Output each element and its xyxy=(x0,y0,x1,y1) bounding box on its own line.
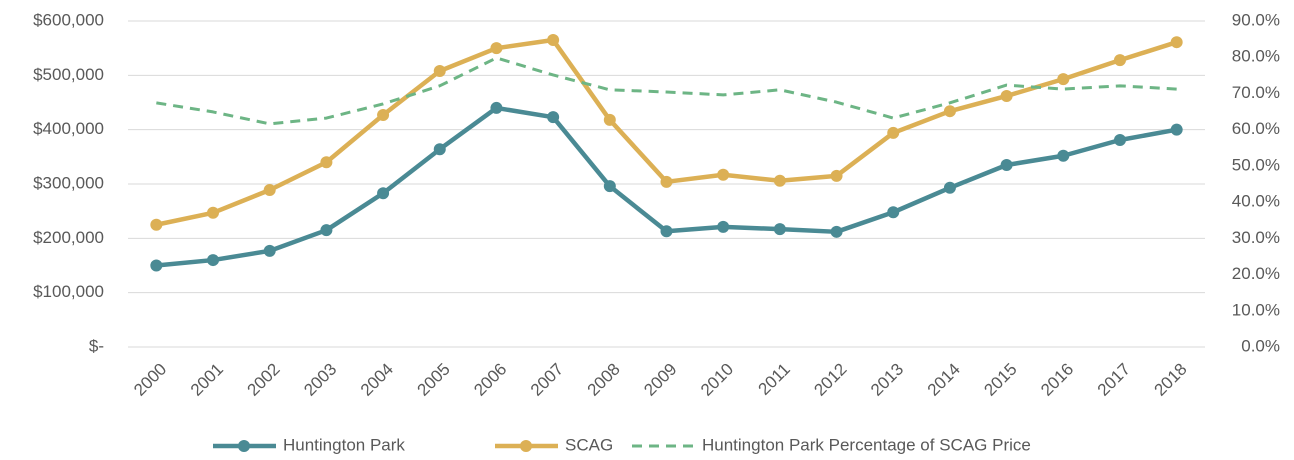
x-tick-label: 2008 xyxy=(584,360,624,400)
legend-marker xyxy=(238,440,250,452)
x-tick-label: 2001 xyxy=(187,360,227,400)
y2-tick-label: 10.0% xyxy=(1232,300,1280,319)
y2-tick-label: 70.0% xyxy=(1232,83,1280,102)
data-point xyxy=(490,101,503,114)
x-tick-label: 2010 xyxy=(697,360,737,400)
data-point xyxy=(773,174,786,187)
x-tick-label: 2004 xyxy=(357,360,397,400)
data-point xyxy=(263,244,276,257)
y2-tick-label: 90.0% xyxy=(1232,10,1280,29)
y2-tick-label: 20.0% xyxy=(1232,264,1280,283)
y2-tick-label: 0.0% xyxy=(1241,336,1280,355)
x-tick-label: 2002 xyxy=(244,360,284,400)
x-tick-label: 2009 xyxy=(640,360,680,400)
x-tick-label: 2015 xyxy=(980,360,1020,400)
y2-tick-label: 60.0% xyxy=(1232,119,1280,138)
data-point xyxy=(603,113,616,126)
legend-label: Huntington Park Percentage of SCAG Price xyxy=(702,435,1031,454)
data-point xyxy=(547,34,560,47)
legend-label: SCAG xyxy=(565,435,613,454)
x-tick-label: 2006 xyxy=(470,360,510,400)
x-tick-label: 2016 xyxy=(1037,360,1077,400)
legend-marker xyxy=(520,440,532,452)
data-point xyxy=(150,259,163,272)
data-point xyxy=(433,64,446,77)
data-point xyxy=(207,254,220,267)
data-point xyxy=(830,225,843,238)
data-point xyxy=(887,126,900,139)
data-point xyxy=(547,111,560,124)
x-tick-label: 2003 xyxy=(300,360,340,400)
y-tick-label: $400,000 xyxy=(33,119,104,138)
series-line xyxy=(156,56,1177,126)
y-tick-label: $100,000 xyxy=(33,282,104,301)
data-point xyxy=(1000,89,1013,102)
y2-tick-label: 50.0% xyxy=(1232,155,1280,174)
x-tick-label: 2017 xyxy=(1094,360,1134,400)
data-point xyxy=(660,175,673,188)
x-tick-label: 2012 xyxy=(810,360,850,400)
series-line xyxy=(155,37,1178,227)
y-tick-label: $300,000 xyxy=(33,173,104,192)
x-tick-label: 2013 xyxy=(867,360,907,400)
data-point xyxy=(603,180,616,193)
data-point xyxy=(1000,158,1013,171)
data-point xyxy=(943,105,956,118)
y-tick-label: $500,000 xyxy=(33,65,104,84)
data-point xyxy=(150,218,163,231)
data-point xyxy=(207,206,220,219)
data-point xyxy=(830,169,843,182)
data-point xyxy=(1170,123,1183,136)
data-point xyxy=(887,206,900,219)
x-tick-label: 2005 xyxy=(414,360,454,400)
y2-tick-label: 30.0% xyxy=(1232,228,1280,247)
data-point xyxy=(490,42,503,55)
data-point xyxy=(433,143,446,156)
y-tick-label: $- xyxy=(89,336,104,355)
data-point xyxy=(1170,36,1183,49)
x-tick-label: 2007 xyxy=(527,360,567,400)
y-tick-label: $600,000 xyxy=(33,10,104,29)
x-tick-label: 2014 xyxy=(924,360,964,400)
data-point xyxy=(1113,133,1126,146)
legend-label: Huntington Park xyxy=(283,435,405,454)
data-point xyxy=(320,156,333,169)
x-tick-label: 2011 xyxy=(755,360,794,399)
data-point xyxy=(320,224,333,237)
data-point xyxy=(1057,73,1070,86)
data-point xyxy=(377,108,390,121)
data-point xyxy=(717,168,730,181)
data-point xyxy=(1057,149,1070,162)
data-point xyxy=(943,181,956,194)
data-point xyxy=(717,220,730,233)
x-tick-label: 2000 xyxy=(130,360,170,400)
x-tick-label: 2018 xyxy=(1150,360,1190,400)
data-point xyxy=(773,223,786,236)
y2-tick-label: 80.0% xyxy=(1232,47,1280,66)
y-tick-label: $200,000 xyxy=(33,228,104,247)
data-point xyxy=(1113,54,1126,67)
data-point xyxy=(377,187,390,200)
data-point xyxy=(660,225,673,238)
data-point xyxy=(263,183,276,196)
y2-tick-label: 40.0% xyxy=(1232,192,1280,211)
